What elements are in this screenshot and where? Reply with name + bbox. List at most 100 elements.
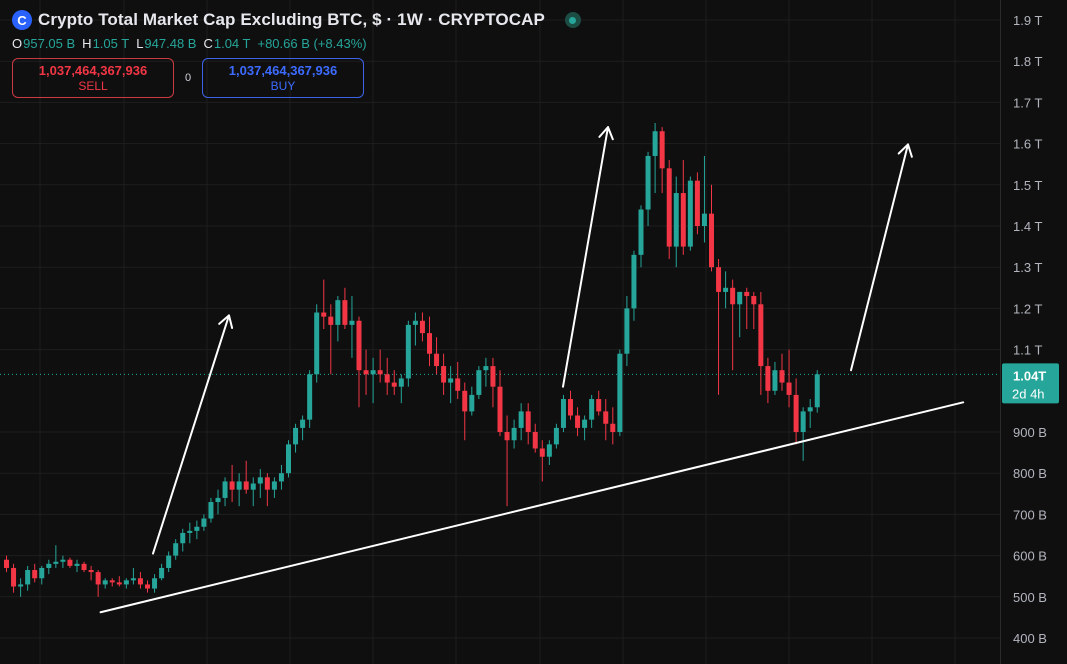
support-trendline [99,401,965,614]
candle-down [568,399,573,416]
ohlc-values: O 957.05 B H 1.05 T L 947.48 B C 1.04 T … [12,36,581,51]
candle-up [166,555,172,568]
candle-up [511,427,517,441]
candle-down [504,432,510,441]
bar-countdown-label: 2d 4h [1012,386,1045,401]
candle-down [610,423,616,432]
candle-up [737,291,743,305]
candle-up [208,502,214,519]
candle-up [293,427,299,445]
low-label: L [136,36,144,51]
low-value: 947.48 B [144,36,197,51]
annotation-drawings [99,126,965,614]
candle-down [716,267,722,292]
price-tick-label: 1.4 T [1013,219,1042,234]
chart-grid [0,0,1001,664]
candle-up [469,394,475,412]
current-price-label: 1.04T [1013,368,1046,383]
candle-down [264,477,270,490]
candle-down [497,386,503,432]
candle-up [335,300,341,325]
candle-up [645,155,651,210]
candle-up [652,131,658,156]
price-tick-label: 1.1 T [1013,343,1042,358]
price-tick-label: 1.6 T [1013,137,1042,152]
candle-up [518,411,524,428]
candle-up [687,180,693,247]
candle-down [539,448,545,457]
sell-button[interactable]: 1,037,464,367,936 SELL [12,58,174,98]
candle-up [25,570,31,585]
candle-down [758,304,764,367]
candle-down [95,572,101,585]
sell-price: 1,037,464,367,936 [38,63,148,78]
candle-down [596,399,602,412]
close-label: C [203,36,213,51]
price-tick-label: 1.2 T [1013,301,1042,316]
candle-down [603,411,609,424]
candle-down [4,559,9,568]
candle-down [490,366,496,387]
candle-down [575,415,581,428]
candle-up [772,370,778,391]
candle-up [617,353,623,432]
up-arrow-shaft [152,314,230,555]
candle-up [624,308,630,354]
close-value: 1.04 T [213,36,251,51]
price-tick-label: 1.3 T [1013,260,1042,275]
candle-up [222,481,228,498]
candle-up [314,312,320,375]
candle-up [257,477,263,484]
candle-down [419,320,425,334]
buy-label: BUY [270,79,296,93]
candle-up [814,374,820,408]
candle-up [476,370,482,395]
change-value: +80.66 B (+8.43%) [257,36,367,51]
price-tick-label: 900 B [1013,425,1047,440]
price-tick-label: 1.8 T [1013,54,1042,69]
open-label: O [12,36,23,51]
candle-up [74,563,80,566]
price-tick-label: 1.9 T [1013,13,1042,28]
candle-down [328,316,334,325]
candlestick-series [4,123,820,597]
spread-value: 0 [184,72,192,84]
candle-down [441,366,447,383]
trade-buttons: 1,037,464,367,936 SELL 0 1,037,464,367,9… [12,58,581,98]
candle-up [800,411,806,432]
candle-down [81,563,87,571]
candle-up [194,526,200,531]
current-price-badge: 1.04T 2d 4h [1002,363,1059,404]
candle-down [659,131,665,169]
candle-up [130,578,136,581]
up-arrow-head [598,126,614,141]
chart-legend: C Crypto Total Market Cap Excluding BTC,… [12,8,581,98]
candle-up [123,580,129,585]
symbol-title[interactable]: Crypto Total Market Cap Excluding BTC, $… [38,10,545,29]
candle-up [560,399,566,428]
price-tick-label: 500 B [1013,590,1047,605]
candle-down [744,291,750,297]
candle-up [673,193,679,247]
candle-up [201,518,207,527]
candle-down [434,353,440,367]
market-open-dot-icon[interactable] [564,12,581,28]
current-price-badge-bg [1002,363,1059,404]
candle-up [582,419,588,428]
candle-up [723,287,729,292]
buy-button[interactable]: 1,037,464,367,936 BUY [202,58,364,98]
candle-up [483,366,489,371]
candle-up [46,563,52,568]
up-arrow-shaft [850,143,909,372]
candle-up [250,483,256,490]
candle-up [60,559,66,562]
candle-up [159,567,165,579]
candle-down [67,559,73,566]
candle-up [18,584,24,587]
candle-down [666,168,672,247]
candle-up [53,561,59,564]
sell-label: SELL [78,79,108,93]
candle-up [307,374,313,420]
candle-up [553,427,559,445]
